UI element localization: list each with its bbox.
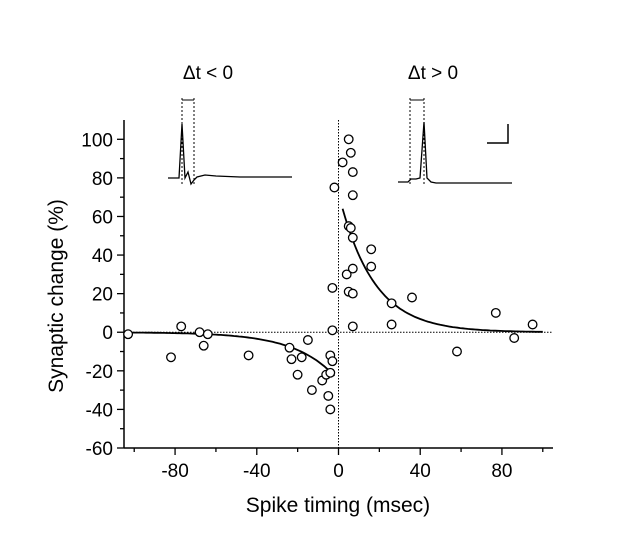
y-tick-label: 0 [102,323,113,344]
data-point [292,369,303,380]
data-point [194,327,205,338]
scale-bar [487,124,509,144]
x-tick-label: -40 [243,461,270,482]
data-point [337,157,348,168]
y-tick-label: 60 [92,207,113,228]
x-tick-label: 0 [333,461,344,482]
data-points [123,134,538,415]
y-tick-label: -40 [86,400,113,421]
data-point [306,385,317,396]
data-point [325,367,336,378]
y-tick-label: 20 [92,285,113,306]
data-point [243,350,254,361]
data-point [123,329,134,340]
data-point [366,261,377,272]
x-tick-label: 80 [491,461,512,482]
data-point [345,147,356,158]
data-point [325,404,336,415]
y-tick-label: 80 [92,169,113,190]
data-point [347,263,358,274]
inset-negative-trace [168,123,292,186]
x-tick-label: -80 [161,461,188,482]
data-point [176,321,187,332]
data-point [296,352,307,363]
inset-negative-label: Δt < 0 [183,63,233,84]
data-point [490,307,501,318]
data-point [347,321,358,332]
data-point [347,232,358,243]
data-point [343,134,354,145]
fit-curves [128,208,543,377]
data-point [329,182,340,193]
fit-curve-0 [128,331,336,377]
data-point [284,342,295,353]
inset-positive-trace [398,121,512,184]
x-tick-label: 40 [410,461,431,482]
y-axis-label: Synaptic change (%) [45,199,68,393]
x-axis-label: Spike timing (msec) [246,494,430,517]
axes: 100 80 60 40 20 0 -20 -40 -60 -80 -40 0 40 80 [81,120,553,482]
data-point [202,329,213,340]
data-point [198,340,209,351]
data-point [527,319,538,330]
data-point [347,167,358,178]
data-point [302,335,313,345]
data-point [509,333,520,343]
data-point [327,282,338,293]
data-point [345,223,356,233]
data-point [323,390,334,401]
data-point [166,352,176,363]
data-point [366,244,377,255]
data-point [327,356,338,367]
data-point [286,354,297,365]
y-tick-label: 100 [81,130,113,151]
data-point [327,325,338,336]
data-point [347,190,358,201]
y-tick-label: -20 [86,362,113,383]
inset-positive-dt: Δt > 0 [398,63,512,186]
y-tick-label: 40 [92,246,113,267]
inset-positive-label: Δt > 0 [408,63,458,84]
fit-curve-1 [341,208,543,333]
data-point [341,269,352,280]
data-point [407,292,417,303]
y-tick-label: -60 [86,439,113,460]
data-point [452,346,462,357]
data-point [347,288,358,299]
data-point [386,319,397,330]
data-point [386,298,397,309]
inset-negative-dt: Δt < 0 [168,63,292,186]
